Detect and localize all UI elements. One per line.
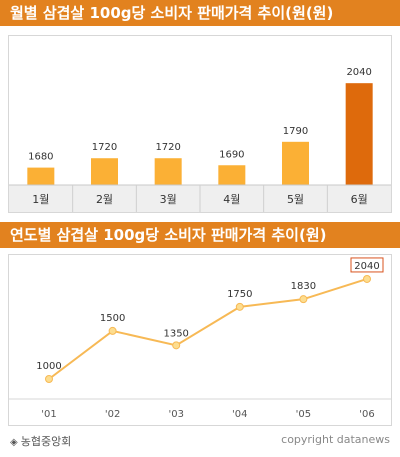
bar-4월 <box>218 165 246 185</box>
data-point <box>172 341 181 350</box>
bar-value-label: 1790 <box>283 126 308 137</box>
diamond-icon: ◈ <box>10 437 18 448</box>
point-value-label: 1350 <box>163 328 188 339</box>
bar-3월 <box>154 158 182 185</box>
data-point <box>45 375 53 383</box>
point-value-label: 1750 <box>227 289 252 300</box>
monthly-chart-title: 월별 삼겹살 100g당 소비자 판매가격 추이(원(원) <box>0 0 400 26</box>
yearly-line-chart: 1000 1500 1350 1750 1830 2040 '01 '02 '03 '04 '05 '… <box>8 254 392 426</box>
x-tick-label: '05 <box>296 409 311 420</box>
series-line <box>48 277 368 380</box>
bar-value-label: 1680 <box>28 152 53 163</box>
x-tick-label: '02 <box>105 409 120 420</box>
data-point <box>363 274 371 283</box>
x-tick-label: 3월 <box>160 193 177 206</box>
bar-1월 <box>27 167 55 185</box>
bar-value-label: 2040 <box>346 67 371 78</box>
source-label: 농협중앙회 <box>20 435 72 448</box>
bar-value-label: 1720 <box>92 142 117 153</box>
point-value-label: 1830 <box>291 281 316 292</box>
bar-value-label: 1720 <box>155 142 180 153</box>
source-note: ◈ 농협중앙회 <box>10 433 71 449</box>
x-tick-label: 6월 <box>351 193 368 206</box>
data-point <box>108 326 117 335</box>
x-tick-label: '01 <box>41 409 56 420</box>
x-tick-label: '04 <box>232 409 247 420</box>
line-chart-canvas: 1000 1500 1350 1750 1830 2040 '01 '02 '03 '04 '05 '… <box>9 257 391 420</box>
yearly-chart-title: 연도별 삼겹살 100g당 소비자 판매가격 추이(원) <box>0 222 400 248</box>
x-tick-label: 5월 <box>287 193 304 206</box>
point-value-label: 1500 <box>100 313 125 324</box>
bar-2월 <box>91 158 118 185</box>
point-value-label: 2040 <box>354 261 379 272</box>
x-tick-label: 4월 <box>223 193 240 206</box>
bar-5월 <box>282 141 309 185</box>
x-tick-label: 2월 <box>96 193 113 206</box>
bar-chart-canvas: 1680 1720 1720 1690 1790 2040 1월 2월 3월 4월 5월 6월 <box>9 67 391 212</box>
point-value-label: 1000 <box>36 361 61 372</box>
data-point <box>299 295 308 304</box>
monthly-bar-chart: 1680 1720 1720 1690 1790 2040 1월 2월 3월 4월 5월 6월 <box>8 35 392 213</box>
highlight-label-box <box>350 257 384 273</box>
data-point <box>235 302 244 311</box>
x-tick-label: '06 <box>359 409 374 420</box>
x-tick-label: '03 <box>168 409 183 420</box>
bar-6월 <box>345 83 373 185</box>
bar-value-label: 1690 <box>219 149 244 160</box>
x-tick-label: 1월 <box>32 193 49 206</box>
copyright-note: copyright datanews <box>281 433 390 446</box>
